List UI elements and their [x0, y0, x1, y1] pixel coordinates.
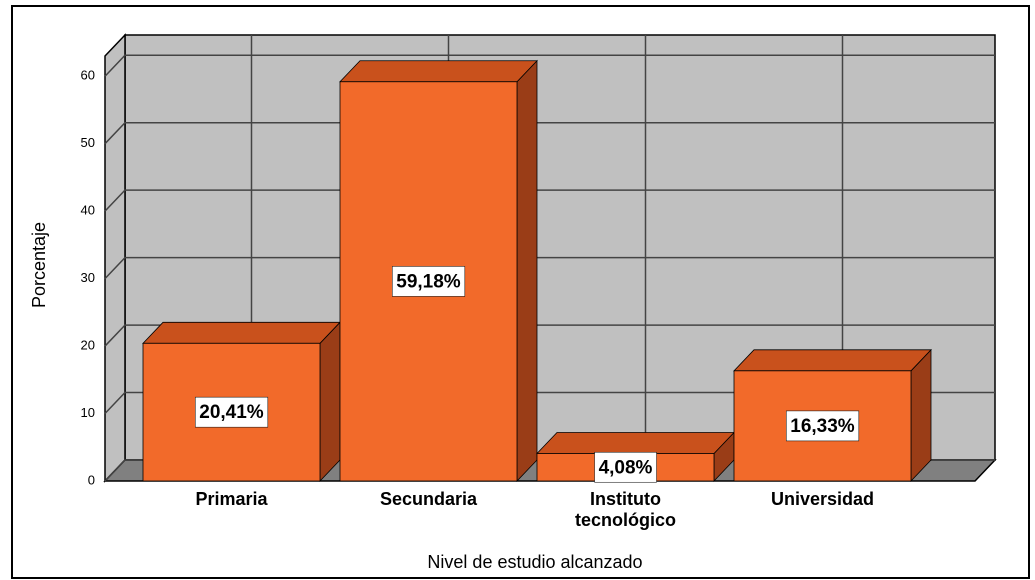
grid-line: [104, 256, 995, 280]
y-tick-label: 30: [81, 270, 95, 285]
value-label-box: [594, 451, 657, 483]
y-tick-label: 40: [81, 203, 95, 218]
value-label: 59,18%: [396, 271, 461, 292]
value-label-box: [195, 396, 269, 428]
y-tick-label: 20: [81, 338, 95, 353]
bar-top: [142, 321, 341, 344]
grid-line: [104, 391, 995, 415]
x-tick-label: Universidad: [771, 489, 874, 509]
bar-top: [733, 349, 932, 372]
bar-side: [516, 59, 538, 482]
y-tick-label: 50: [81, 135, 95, 150]
value-label-box: [786, 410, 860, 442]
left-wall: [104, 33, 126, 483]
y-tick-label: 0: [88, 472, 95, 487]
value-label-box: [392, 266, 466, 297]
y-axis-title: Porcentaje: [29, 222, 49, 308]
grid-line: [104, 189, 995, 212]
bar-top: [536, 432, 735, 454]
y-tick-label: 10: [81, 405, 95, 420]
bar-side: [910, 348, 932, 482]
value-label: 20,41%: [199, 402, 264, 423]
value-label: 4,08%: [599, 457, 653, 478]
bar-top: [339, 60, 538, 83]
bar-group: [339, 59, 538, 482]
x-tick-label: Primaria: [195, 489, 268, 509]
x-tick-label: Secundaria: [380, 489, 478, 509]
grid-line: [104, 54, 995, 77]
x-tick-label: Instituto tecnológico: [575, 489, 676, 530]
x-axis-title: Nivel de estudio alcanzado: [427, 552, 642, 572]
grid-line: [104, 324, 995, 347]
y-tick-label: 60: [81, 68, 95, 83]
grid-line: [104, 121, 995, 145]
value-label: 16,33%: [790, 416, 855, 437]
bar-side: [319, 321, 341, 482]
